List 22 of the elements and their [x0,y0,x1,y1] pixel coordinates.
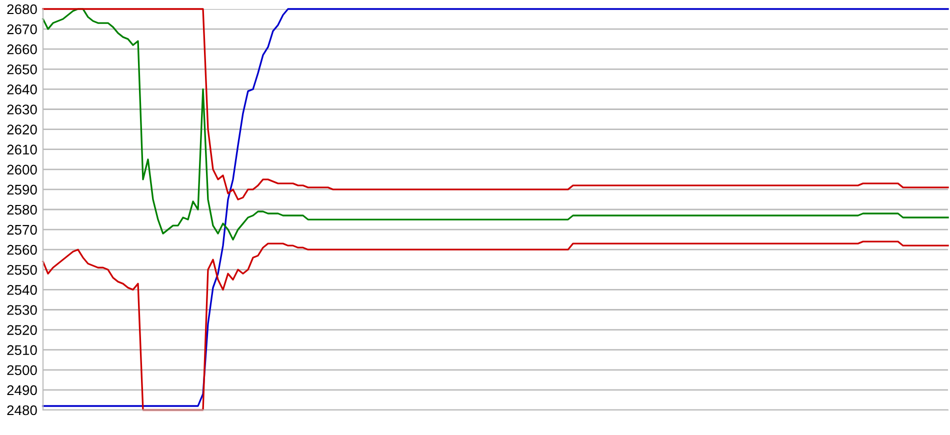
y-tick-label: 2570 [7,224,37,235]
y-tick-label: 2590 [7,184,37,195]
line-series [42,8,949,407]
y-tick-label: 2500 [7,365,37,376]
y-tick-label: 2560 [7,244,37,255]
y-tick-label: 2610 [7,144,37,155]
y-tick-label: 2490 [7,385,37,396]
y-tick-label: 2580 [7,204,37,215]
y-tick-label: 2480 [7,405,37,416]
y-tick-label: 2660 [7,44,37,54]
y-tick-label: 2640 [7,84,37,94]
y-tick-label: 2650 [7,64,37,74]
y-tick-label: 2540 [7,285,37,295]
y-tick-label: 2630 [7,104,37,114]
y-tick-label: 2510 [7,345,37,356]
y-tick-label: 2680 [7,4,37,14]
y-tick-label: 2600 [7,164,37,175]
y-tick-label: 2530 [7,305,37,315]
y-tick-label: 2620 [7,124,37,134]
y-tick-label: 2670 [7,24,37,34]
y-tick-label: 2550 [7,264,37,275]
y-tick-label: 2520 [7,325,37,335]
